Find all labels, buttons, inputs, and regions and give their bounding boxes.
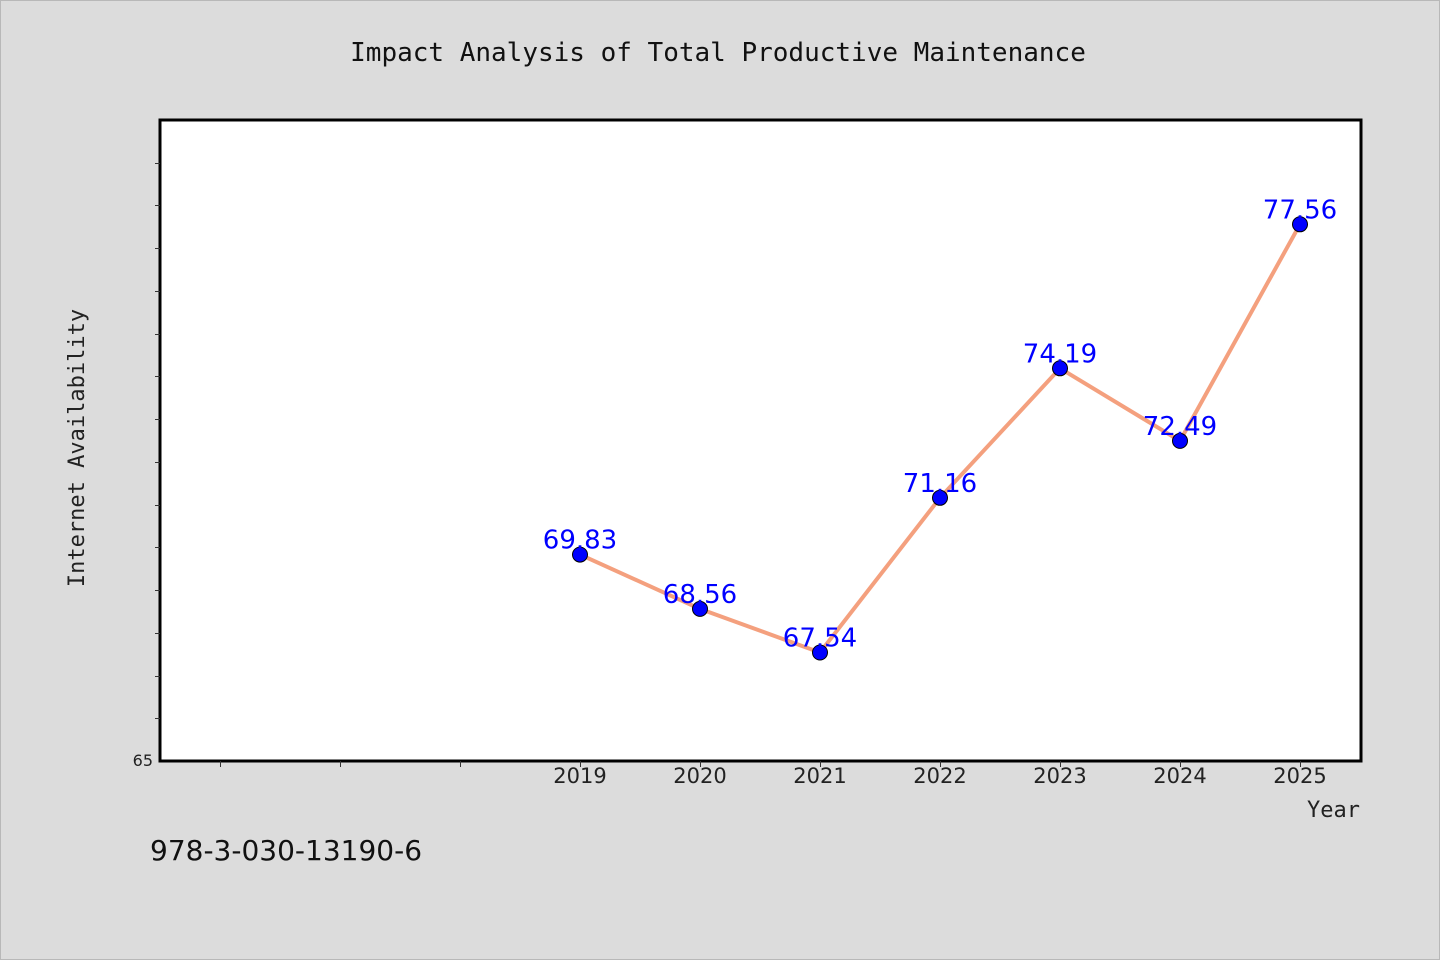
data-point (572, 546, 588, 563)
data-point (1052, 360, 1068, 377)
chart-title: Impact Analysis of Total Productive Main… (350, 38, 1086, 68)
x-tick-label: 2020 (673, 764, 726, 788)
x-axis-label: Year (1307, 798, 1360, 823)
x-tick-label: 2022 (913, 764, 966, 788)
data-labels: 69.83 68.56 67.54 71.16 74.19 72.49 77.56 (543, 195, 1337, 653)
data-point (932, 489, 948, 506)
x-axis-ticks: 2019 2020 2021 2022 2023 2024 2025 (220, 761, 1327, 788)
data-label: 68.56 (663, 580, 737, 610)
x-tick-label: 2021 (793, 764, 846, 788)
data-label: 69.83 (543, 526, 617, 556)
data-point (1292, 216, 1308, 233)
data-label: 67.54 (783, 624, 857, 654)
data-label: 77.56 (1263, 195, 1337, 225)
y-axis-ticks: 65 (133, 163, 160, 770)
x-tick-label: 2025 (1273, 764, 1326, 788)
x-tick-label: 2023 (1033, 764, 1086, 788)
data-markers (572, 216, 1308, 661)
data-label: 71.16 (903, 469, 977, 499)
data-label: 74.19 (1023, 339, 1097, 369)
y-axis-label: Internet Availability (65, 309, 90, 587)
plot-area (158, 118, 1363, 763)
data-point (692, 600, 708, 617)
y-tick-label: 65 (133, 751, 153, 770)
x-tick-label: 2024 (1153, 764, 1206, 788)
data-point (1172, 432, 1188, 449)
data-label: 72.49 (1143, 412, 1217, 442)
x-tick-label: 2019 (553, 764, 606, 788)
isbn-text: 978-3-030-13190-6 (150, 834, 423, 867)
data-point (812, 644, 828, 661)
